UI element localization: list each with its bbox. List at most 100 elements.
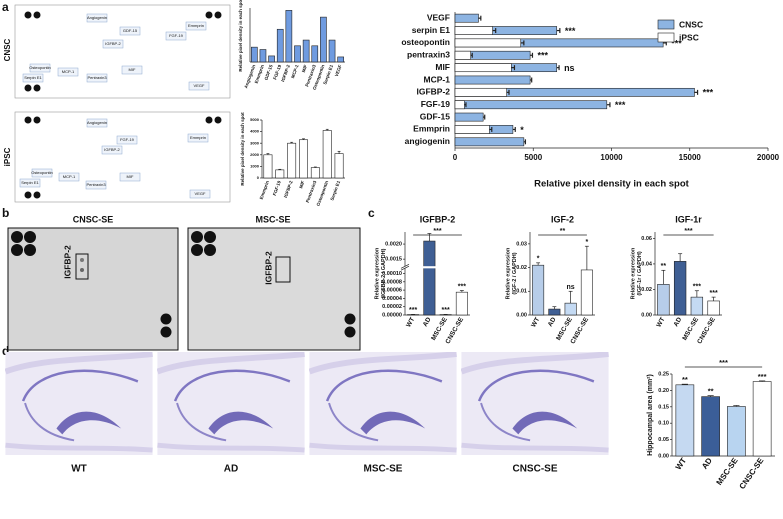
bar: [328, 39, 336, 63]
y-tick-label: 0.00004: [382, 296, 403, 302]
x-tick-label: CNSC-SE: [737, 456, 765, 491]
bracket-label: ***: [433, 228, 441, 235]
x-tick-label: AD: [547, 316, 558, 328]
panel-label: b: [2, 206, 9, 220]
bar: [275, 169, 285, 179]
x-tick-label: 15000: [679, 153, 702, 162]
panel-label: d: [2, 344, 9, 358]
y-tick-label: 0.00010: [382, 271, 402, 277]
bar: [701, 396, 720, 457]
y-tick-label: 0.02: [641, 287, 652, 293]
x-tick-label: MCP-1: [290, 64, 300, 79]
bracket-label: **: [560, 228, 566, 235]
x-tick-label: WT: [674, 456, 689, 471]
histology-image: [5, 352, 152, 455]
y-tick-label: angiogenin: [405, 136, 450, 146]
blot-label: IGFBP-2: [62, 245, 72, 279]
y-tick-label: 0.10: [658, 421, 669, 427]
spot-label: FGF-19: [120, 137, 135, 142]
y-tick-label: 0.00002: [382, 304, 402, 310]
bar: [454, 63, 512, 73]
bar: [673, 261, 687, 316]
blot-title: CNSC-SE: [73, 214, 114, 224]
bar: [455, 291, 468, 316]
y-tick-label: 0.00: [641, 312, 652, 318]
y-tick-label: 0.03: [516, 241, 527, 247]
x-tick-label: Serpin E1: [329, 180, 341, 202]
chart-title: IGF-2: [551, 214, 574, 224]
y-tick-label: VEGF: [427, 12, 450, 22]
x-tick-label: MIF: [301, 64, 308, 73]
significance-label: *: [586, 239, 589, 246]
bar: [334, 153, 344, 179]
bracket-label: ***: [719, 358, 728, 367]
x-tick-label: AD: [700, 456, 714, 471]
bar: [454, 50, 471, 60]
array-label: iPSC: [3, 147, 12, 166]
y-tick-label: serpin E1: [412, 25, 451, 35]
y-tick-label: 0.15: [658, 404, 669, 410]
x-tick-label: IGFBP-2: [280, 64, 291, 83]
bar: [454, 87, 507, 97]
y-axis-label: Relative pixel density in each spot: [240, 112, 245, 186]
x-tick-label: 5000: [524, 153, 542, 162]
y-tick-label: 0.01: [516, 289, 527, 295]
bar: [454, 137, 525, 147]
blot-label: IGFBP-2: [263, 251, 273, 285]
y-tick-label: osteopontin: [401, 37, 450, 47]
blot-image: [187, 227, 361, 351]
spot-label: Emmprin: [190, 135, 206, 140]
histology-label: WT: [71, 464, 87, 475]
x-tick-label: AD: [422, 316, 433, 328]
bar: [454, 125, 490, 134]
spot-label: Serpin E1: [24, 75, 42, 80]
spot-label: MIF: [129, 67, 136, 72]
spot-label: MCP-1: [62, 69, 75, 74]
spot-label: VEGF: [194, 83, 205, 88]
chart-title: IGF-1r: [675, 214, 702, 224]
bar: [310, 167, 320, 179]
bar: [294, 45, 301, 63]
bar: [690, 296, 704, 316]
spot-label: Serpin E1: [21, 180, 39, 185]
spot-label: IGFBP-2: [104, 147, 120, 152]
x-tick-label: GDF-15: [263, 64, 273, 81]
histology-image: [157, 352, 304, 455]
legend-swatch: [657, 19, 675, 30]
y-tick-label: 0.04: [641, 261, 653, 267]
bar: [675, 384, 695, 457]
spot-label: Angiogenin: [87, 120, 107, 125]
spot-label: MIF: [127, 174, 134, 179]
x-tick-label: Angiogenin: [243, 64, 256, 89]
bar: [299, 139, 308, 179]
spot-label: FGF-19: [169, 33, 184, 38]
y-axis-label: (IGFBP-2 / GAPDH): [381, 248, 387, 298]
y-tick-label: 0.00008: [382, 279, 402, 285]
bar: [311, 45, 319, 63]
panel-label: c: [368, 206, 375, 220]
x-tick-label: Serpin E1: [322, 64, 334, 86]
bar: [752, 381, 772, 457]
legend-label: CNSC: [679, 19, 703, 29]
array-label: CNSC: [3, 38, 12, 61]
y-tick-label: Emmprin: [413, 124, 450, 134]
spot-label: MCP-1: [63, 174, 76, 179]
y-tick-label: pentraxin3: [407, 50, 450, 60]
bar: [285, 10, 293, 63]
y-tick-label: 0.00: [516, 312, 527, 318]
x-tick-label: 10000: [600, 153, 623, 162]
y-tick-label: FGF-19: [421, 99, 451, 109]
bar: [532, 264, 545, 316]
x-tick-label: Emmprin: [254, 64, 265, 84]
bar: [580, 269, 593, 316]
x-tick-label: FGF-19: [272, 64, 282, 81]
spot-label: GDF-15: [123, 28, 138, 33]
y-tick-label: 1000: [250, 163, 260, 168]
bar: [320, 16, 327, 63]
x-tick-label: MSC-SE: [715, 456, 741, 487]
y-tick-label: IGFBP-2: [416, 87, 450, 97]
axis-break-mark: [400, 265, 410, 271]
significance-label: ***: [565, 26, 576, 36]
significance-label: **: [661, 263, 667, 270]
significance-label: ***: [458, 283, 466, 290]
